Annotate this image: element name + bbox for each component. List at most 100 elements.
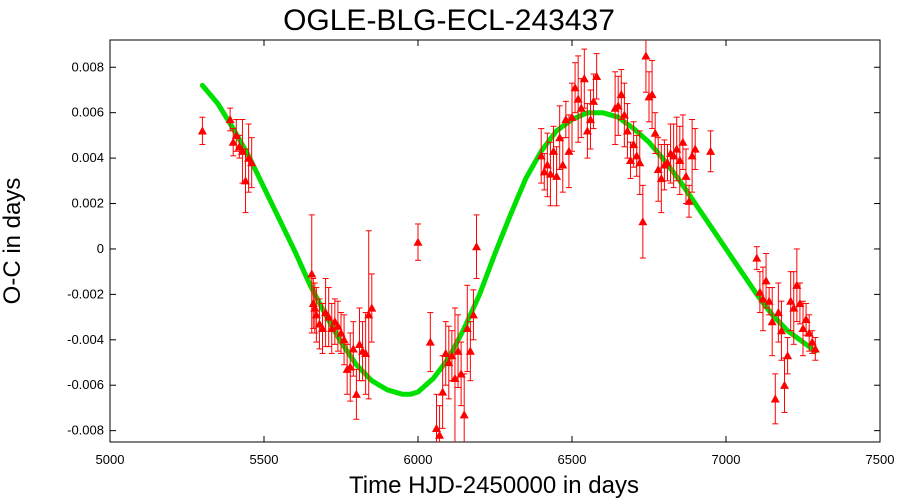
- triangle-marker: [687, 151, 697, 160]
- triangle-marker: [786, 296, 796, 305]
- triangle-marker: [310, 303, 320, 312]
- triangle-marker: [225, 114, 235, 124]
- plot-frame: [109, 39, 881, 443]
- triangle-marker: [318, 323, 328, 333]
- data-point: [629, 121, 639, 168]
- data-point: [465, 321, 475, 382]
- triangle-marker: [767, 317, 777, 326]
- triangle-marker: [348, 344, 358, 353]
- triangle-marker: [558, 160, 568, 169]
- data-point: [561, 100, 571, 139]
- data-point: [616, 69, 626, 120]
- data-point: [228, 128, 238, 157]
- data-point: [324, 287, 334, 348]
- triangle-marker: [582, 126, 592, 135]
- triangle-marker: [622, 126, 632, 135]
- triangle-marker: [413, 237, 423, 246]
- data-point: [450, 307, 460, 442]
- triangle-marker: [247, 158, 257, 167]
- triangle-marker: [465, 346, 475, 355]
- triangle-marker: [804, 328, 814, 337]
- data-points-layer: [197, 40, 820, 442]
- triangle-marker: [626, 155, 636, 164]
- triangle-marker: [789, 303, 799, 312]
- x-tick-label: 7500: [866, 452, 895, 467]
- data-point: [542, 132, 552, 198]
- data-point: [672, 116, 682, 182]
- data-point: [413, 223, 423, 261]
- data-point: [752, 246, 762, 270]
- triangle-marker: [459, 410, 469, 419]
- triangle-marker: [453, 346, 463, 355]
- triangle-marker: [367, 303, 377, 312]
- triangle-marker: [552, 171, 562, 180]
- triangle-marker: [798, 323, 808, 333]
- triangle-marker: [758, 294, 768, 303]
- triangle-marker: [536, 151, 546, 160]
- data-point: [758, 266, 768, 332]
- data-point: [247, 137, 257, 189]
- data-point: [339, 314, 349, 366]
- triangle-marker: [549, 146, 559, 155]
- data-point: [197, 116, 207, 145]
- triangle-marker: [647, 90, 657, 99]
- triangle-marker: [613, 101, 623, 110]
- triangle-marker: [542, 160, 552, 169]
- chart-title: OGLE-BLG-ECL-243437: [283, 4, 615, 37]
- triangle-marker: [675, 155, 685, 164]
- triangle-marker: [447, 351, 457, 360]
- triangle-marker: [339, 335, 349, 344]
- data-point: [431, 393, 441, 442]
- triangle-marker: [311, 310, 321, 319]
- triangle-marker: [364, 310, 374, 319]
- data-point: [456, 341, 466, 407]
- data-point: [348, 321, 358, 377]
- triangle-marker: [681, 171, 691, 180]
- triangle-marker: [333, 321, 343, 330]
- data-point: [653, 137, 663, 202]
- data-point: [675, 125, 685, 195]
- triangle-marker: [564, 146, 574, 155]
- triangle-marker: [435, 430, 445, 439]
- triangle-marker: [589, 96, 599, 105]
- x-axis: 5000 5500 6000 6500 7000 7500: [96, 40, 895, 467]
- data-point: [462, 284, 472, 373]
- data-point: [351, 368, 361, 420]
- data-point: [367, 273, 377, 343]
- data-point: [662, 143, 672, 182]
- triangle-marker: [197, 126, 207, 135]
- data-point: [364, 230, 374, 400]
- data-point: [573, 55, 583, 143]
- data-point: [613, 75, 623, 136]
- triangle-marker: [764, 296, 774, 305]
- data-point: [592, 53, 602, 100]
- triangle-marker: [456, 369, 466, 378]
- triangle-marker: [441, 348, 451, 358]
- triangle-marker: [635, 158, 645, 167]
- triangle-marker: [619, 110, 629, 119]
- triangle-marker: [241, 176, 251, 185]
- data-point: [579, 48, 589, 109]
- data-point: [678, 114, 688, 170]
- triangle-marker: [555, 133, 565, 142]
- data-point: [755, 271, 765, 314]
- data-point: [435, 405, 445, 442]
- y-tick-label: 0.004: [71, 150, 104, 165]
- data-point: [619, 82, 629, 148]
- data-point: [789, 271, 799, 345]
- data-point: [447, 330, 457, 382]
- triangle-marker: [585, 114, 595, 124]
- y-tick-label: -0.006: [67, 377, 104, 392]
- data-point: [635, 130, 645, 195]
- y-tick-label: 0.002: [71, 196, 104, 211]
- data-point: [558, 137, 568, 193]
- triangle-marker: [472, 242, 482, 251]
- triangle-marker: [570, 83, 580, 92]
- data-point: [690, 128, 700, 170]
- triangle-marker: [450, 373, 460, 383]
- data-point: [810, 337, 820, 361]
- triangle-marker: [438, 387, 448, 396]
- data-point: [552, 146, 562, 207]
- triangle-marker: [678, 137, 688, 146]
- data-point: [441, 321, 451, 386]
